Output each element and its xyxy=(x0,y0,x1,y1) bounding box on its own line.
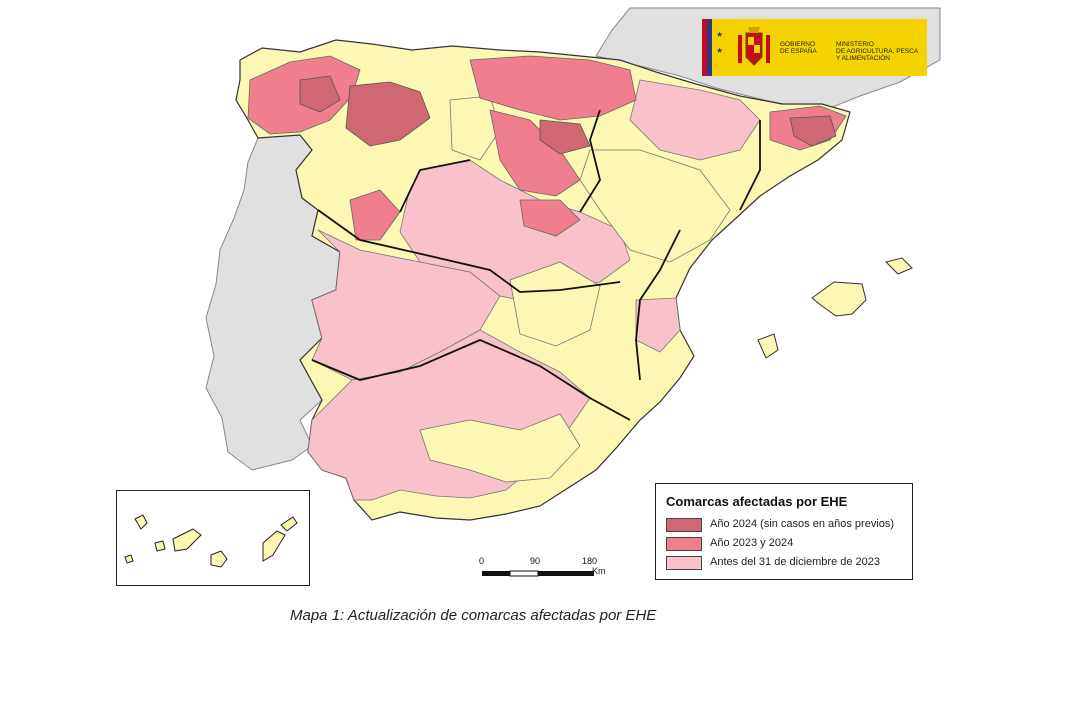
legend-swatch-before-2023 xyxy=(666,556,702,570)
logo-government-line1: GOBIERNO xyxy=(780,41,816,48)
region-borders xyxy=(311,109,761,421)
scale-tick-90: 90 xyxy=(530,556,541,566)
zones-2024-only xyxy=(299,75,837,155)
government-logo: ★ ★ GOBIERNO DE ESPAÑA MINISTERIO DE AGR… xyxy=(702,19,927,76)
svg-text:★: ★ xyxy=(716,30,723,39)
legend: Comarcas afectadas por EHE Año 2024 (sin… xyxy=(655,483,913,580)
balearic-islands xyxy=(757,257,913,359)
logo-government-line2: DE ESPAÑA xyxy=(780,48,817,55)
svg-text:★: ★ xyxy=(716,46,723,55)
legend-label-before-2023: Antes del 31 de diciembre de 2023 xyxy=(710,556,881,568)
legend-swatch-2023-2024 xyxy=(666,537,702,551)
scale-unit: Km xyxy=(592,566,606,576)
scale-tick-180: 180 xyxy=(582,556,598,566)
spanish-flag-icon: ★ ★ xyxy=(702,19,724,76)
legend-swatch-2024 xyxy=(666,518,702,532)
canary-islands-inset xyxy=(116,490,310,586)
legend-label-2024: Año 2024 (sin casos en años previos) xyxy=(710,518,895,530)
map-caption: Mapa 1: Actualización de comarcas afecta… xyxy=(290,607,657,624)
logo-ministry-line1: MINISTERIO xyxy=(836,41,874,48)
logo-ministry-line3: Y ALIMENTACIÓN xyxy=(836,55,890,62)
logo-ministry-line2: DE AGRICULTURA, PESCA xyxy=(836,48,919,55)
zones-not-affected xyxy=(419,95,731,483)
canary-islands-map xyxy=(124,514,298,568)
scale-bar xyxy=(482,570,594,577)
legend-title: Comarcas afectadas por EHE xyxy=(666,494,848,509)
coat-of-arms-icon xyxy=(738,27,770,66)
legend-label-2023-2024: Año 2023 y 2024 xyxy=(710,537,794,549)
scale-tick-0: 0 xyxy=(479,556,485,566)
